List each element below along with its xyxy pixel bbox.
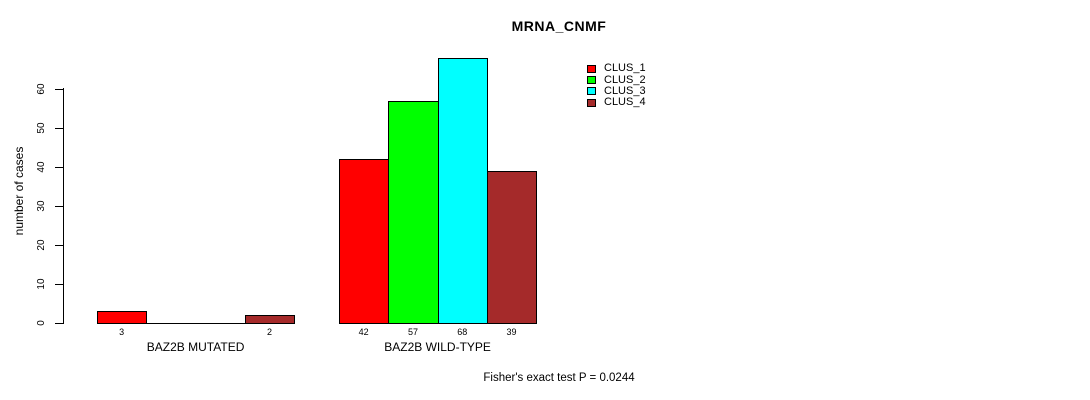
y-tick-label: 40 [36,161,47,173]
bar-count-label: 39 [506,327,517,337]
y-tick [55,89,63,90]
y-tick-label: 60 [36,83,47,95]
bar-count-label: 68 [457,327,468,337]
y-tick-label: 30 [36,200,47,212]
y-tick [55,284,63,285]
bar-count-label: 3 [119,327,125,337]
y-tick [55,167,63,168]
legend-item: CLUS_2 [587,74,646,85]
y-tick-label: 0 [36,320,47,326]
y-tick-label: 50 [36,122,47,134]
y-tick [55,245,63,246]
legend-swatch [587,76,596,85]
bar [388,100,439,324]
legend: CLUS_1 CLUS_2 CLUS_3 CLUS_4 [587,63,646,109]
group-label: BAZ2B MUTATED [146,340,245,354]
legend-label: CLUS_2 [604,73,646,86]
bar-count-label: 57 [407,327,418,337]
bar-count-label: 42 [358,327,369,337]
bar-count-label: 2 [267,327,273,337]
legend-swatch [587,87,596,96]
bar [339,159,390,324]
legend-label: CLUS_1 [604,62,646,75]
y-tick-label: 20 [36,239,47,251]
y-axis-label: number of cases [12,146,26,236]
legend-item: CLUS_3 [587,84,646,97]
legend-label: CLUS_4 [604,96,646,109]
legend-item: CLUS_1 [587,63,646,74]
group-label: BAZ2B WILD-TYPE [384,340,491,354]
legend-swatch [587,64,596,73]
chart-title: MRNA_CNMF [511,18,607,34]
bar [486,170,538,324]
y-tick [55,206,63,207]
y-axis-line [63,88,64,324]
legend-item: CLUS_4 [587,97,646,108]
legend-label: CLUS_3 [604,84,646,97]
legend-swatch [587,98,596,107]
annotation-text: Fisher's exact test P = 0.0244 [483,372,635,384]
y-tick-label: 10 [36,278,47,290]
bar [97,311,148,324]
y-tick [55,323,63,324]
bar [244,315,296,324]
group-baseline [97,323,296,324]
bar [437,57,488,324]
y-tick [55,128,63,129]
